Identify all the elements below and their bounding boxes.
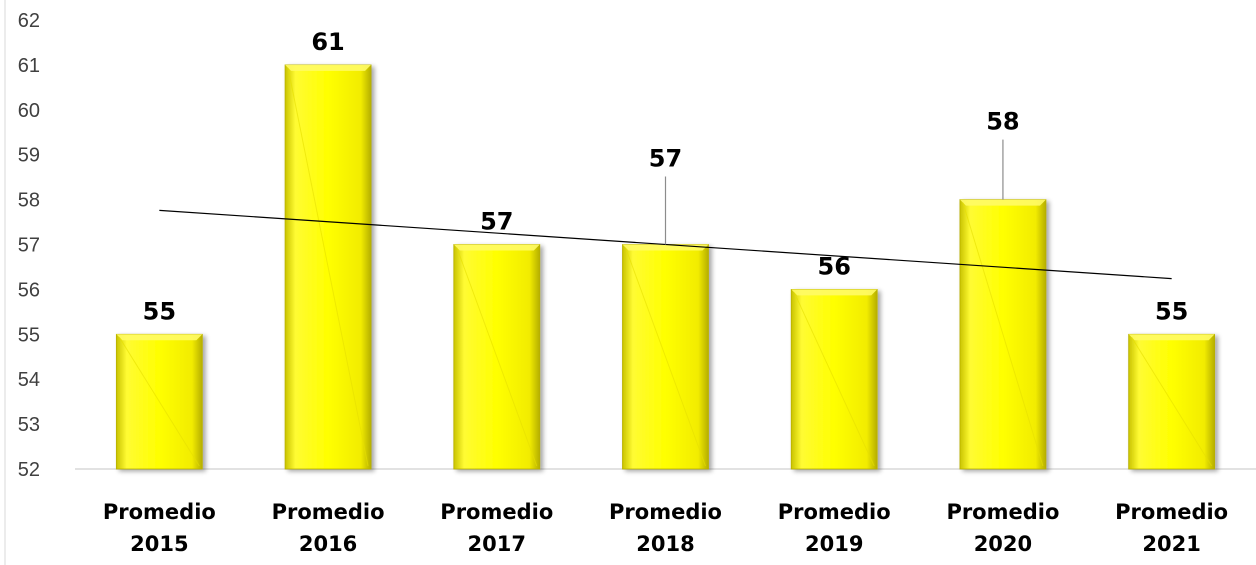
data-label: 56 [818, 252, 851, 280]
bar [622, 244, 709, 470]
y-tick-label: 59 [18, 145, 40, 167]
data-label: 58 [986, 108, 1019, 136]
bar-bevel-top [453, 244, 540, 251]
y-tick-label: 61 [18, 55, 40, 77]
bars [115, 64, 1216, 470]
data-label: 57 [649, 145, 682, 173]
category-label: Promedio 2018 [609, 500, 722, 556]
bar [115, 333, 203, 470]
bar [790, 288, 878, 470]
bar-bevel-top [622, 244, 709, 251]
y-tick-label: 54 [18, 369, 40, 391]
category-label: Promedio 2020 [946, 500, 1059, 556]
bar-bevel-top [285, 64, 372, 71]
y-tick-label: 62 [18, 10, 40, 32]
category-label: Promedio 2019 [778, 500, 891, 556]
y-tick-label: 56 [18, 279, 40, 301]
bar [1128, 333, 1216, 470]
bar-bevel-top [959, 199, 1046, 206]
y-tick-label: 52 [18, 459, 40, 481]
bar-diagonal [456, 247, 538, 467]
data-label: 55 [143, 297, 176, 325]
category-label: Promedio 2021 [1115, 500, 1228, 556]
data-label: 61 [311, 28, 344, 56]
y-tick-label: 53 [18, 414, 40, 436]
bar-bevel-top [791, 289, 878, 296]
data-label: 55 [1155, 297, 1188, 325]
bar-diagonal [287, 67, 369, 467]
y-tick-label: 55 [18, 324, 40, 346]
bar-diagonal [1131, 337, 1213, 467]
category-label: Promedio 2017 [440, 500, 553, 556]
category-labels: Promedio 2015 Promedio 2016 Promedio 2017 Prom… [103, 500, 1228, 556]
data-label: 57 [480, 208, 513, 236]
bar [453, 244, 541, 470]
bar [959, 199, 1047, 470]
bar-bevel-top [1128, 334, 1215, 341]
y-axis: 52 53 54 55 56 57 58 59 60 61 62 [4, 0, 40, 565]
bar-bevel-top [116, 334, 203, 341]
bar-diagonal [793, 292, 875, 467]
category-label: Promedio 2016 [272, 500, 385, 556]
bar-diagonal [962, 202, 1044, 467]
y-tick-label: 57 [18, 235, 40, 257]
y-tick-label: 60 [18, 100, 40, 122]
y-tick-label: 58 [18, 190, 40, 212]
bar [284, 64, 372, 470]
data-labels: 55 61 57 57 56 58 55 [143, 28, 1189, 325]
bar-diagonal [118, 337, 200, 467]
category-label: Promedio 2015 [103, 500, 216, 556]
bar-diagonal [625, 247, 706, 467]
